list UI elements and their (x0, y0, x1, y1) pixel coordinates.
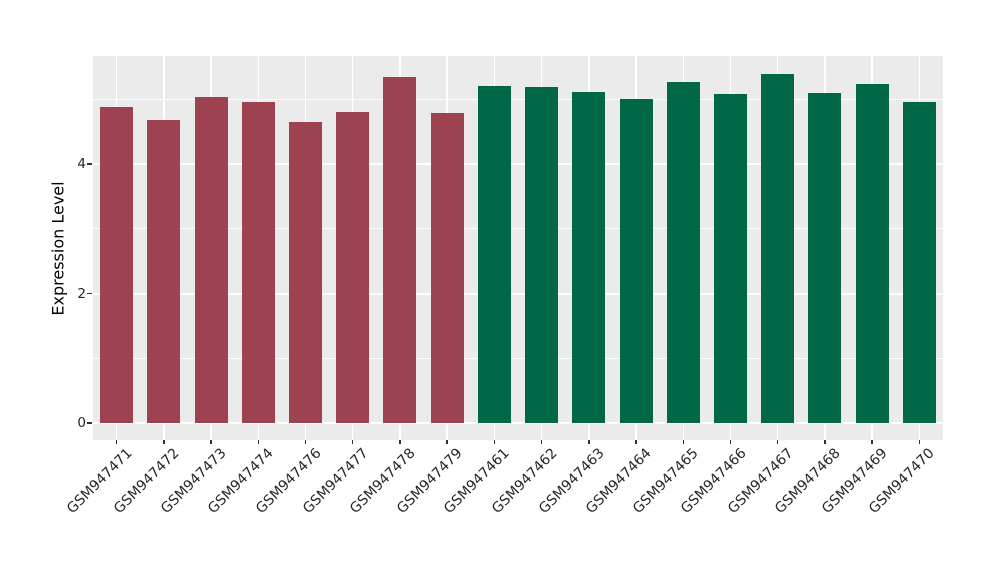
y-tick-label-0: 0 (77, 415, 86, 431)
x-tick-mark-GSM947472 (163, 440, 165, 444)
y-tick-mark-2 (87, 292, 92, 295)
major-gridline-y-2 (93, 292, 943, 295)
x-tick-mark-GSM947474 (257, 440, 260, 444)
y-tick-mark-4 (87, 163, 92, 165)
plot-panel (93, 56, 943, 440)
bar-GSM947466 (714, 94, 747, 423)
x-tick-mark-GSM947466 (729, 440, 732, 444)
bar-GSM947463 (572, 92, 606, 423)
x-tick-mark-GSM947467 (776, 440, 779, 444)
bar-GSM947464 (619, 99, 653, 423)
bar-GSM947465 (666, 82, 700, 423)
x-tick-mark-GSM947462 (540, 440, 543, 444)
bar-GSM947471 (100, 107, 134, 423)
bar-GSM947472 (147, 119, 181, 423)
bar-GSM947476 (289, 121, 322, 423)
bar-GSM947468 (808, 92, 842, 423)
bar-GSM947461 (477, 86, 511, 423)
x-tick-mark-GSM947478 (399, 440, 401, 444)
bar-GSM947473 (194, 96, 228, 423)
bar-GSM947470 (902, 101, 936, 423)
y-tick-label-2: 2 (77, 285, 86, 302)
x-tick-mark-GSM947476 (304, 440, 307, 444)
x-tick-mark-GSM947469 (871, 440, 873, 444)
x-tick-mark-GSM947471 (115, 440, 118, 444)
bar-GSM947469 (855, 83, 889, 423)
bar-GSM947467 (761, 73, 795, 423)
x-tick-mark-GSM947461 (493, 440, 496, 444)
x-tick-mark-GSM947477 (351, 440, 354, 444)
x-tick-mark-GSM947464 (635, 440, 637, 444)
x-tick-mark-GSM947479 (446, 440, 448, 444)
minor-gridline-y-1 (93, 357, 943, 359)
x-tick-mark-GSM947470 (918, 440, 921, 444)
x-tick-mark-GSM947463 (588, 440, 590, 444)
y-axis-title: Expression Level (46, 56, 70, 440)
y-tick-label-4: 4 (77, 156, 86, 172)
y-tick-mark-0 (87, 422, 92, 424)
minor-gridline-y-3 (93, 228, 943, 230)
major-gridline-y-0 (93, 422, 943, 424)
major-gridline-y-4 (93, 163, 943, 165)
bar-GSM947478 (383, 76, 417, 423)
x-tick-mark-GSM947468 (824, 440, 826, 444)
bar-GSM947479 (430, 112, 464, 423)
bar-GSM947474 (241, 101, 275, 423)
x-tick-mark-GSM947473 (210, 440, 212, 444)
minor-gridline-y-5 (93, 98, 943, 100)
x-tick-mark-GSM947465 (682, 440, 685, 444)
bar-GSM947477 (336, 112, 370, 423)
bar-GSM947462 (525, 86, 559, 423)
